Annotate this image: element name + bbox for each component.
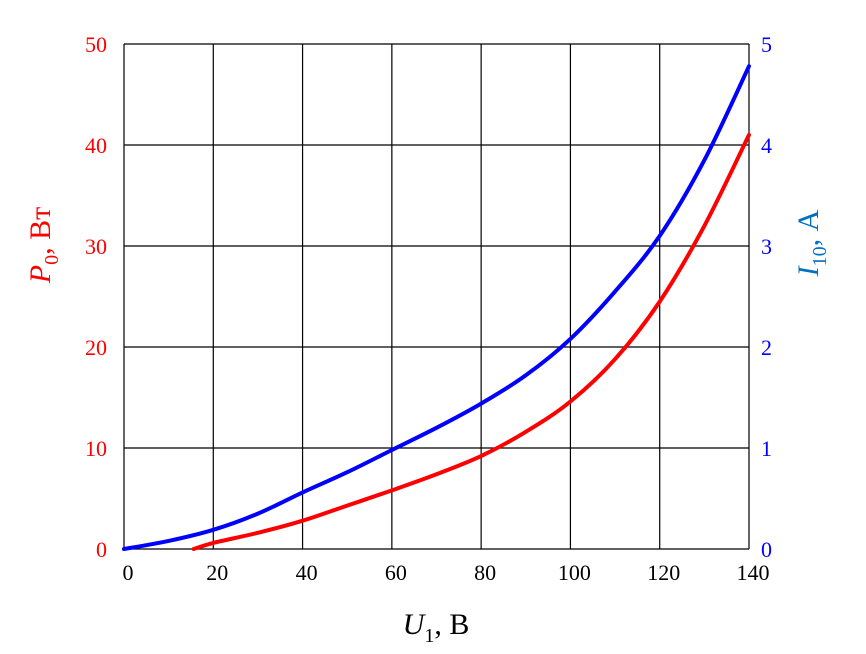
y-right-tick-label: 2	[761, 335, 772, 360]
x-axis-title: U1, В	[403, 608, 470, 647]
x-tick-label: 0	[123, 560, 134, 585]
x-tick-label: 80	[474, 560, 496, 585]
y-left-tick-label: 20	[85, 335, 107, 360]
y-left-tick-label: 40	[85, 133, 107, 158]
x-tick-label: 120	[647, 560, 680, 585]
y-left-axis-title: P0, Вт	[24, 207, 63, 284]
y-right-axis-title: I10, А	[792, 209, 831, 277]
series-layer	[122, 64, 751, 551]
x-tick-label: 20	[206, 560, 228, 585]
series-line-right	[122, 64, 751, 551]
y-right-tick-label: 5	[761, 32, 772, 57]
y-right-tick-label: 4	[761, 133, 772, 158]
y-left-tick-label: 50	[85, 32, 107, 57]
y-right-tick-label: 1	[761, 436, 772, 461]
grid	[123, 43, 750, 550]
y-right-tick-label: 3	[761, 234, 772, 259]
y-left-tick-label: 30	[85, 234, 107, 259]
x-tick-label: 40	[296, 560, 318, 585]
x-tick-label: 60	[385, 560, 407, 585]
y-left-tick-label: 10	[85, 436, 107, 461]
x-tick-label: 140	[737, 560, 770, 585]
y-left-tick-label: 0	[96, 537, 107, 562]
y-right-tick-label: 0	[761, 537, 772, 562]
series-line-left	[191, 132, 751, 551]
x-tick-label: 100	[558, 560, 591, 585]
